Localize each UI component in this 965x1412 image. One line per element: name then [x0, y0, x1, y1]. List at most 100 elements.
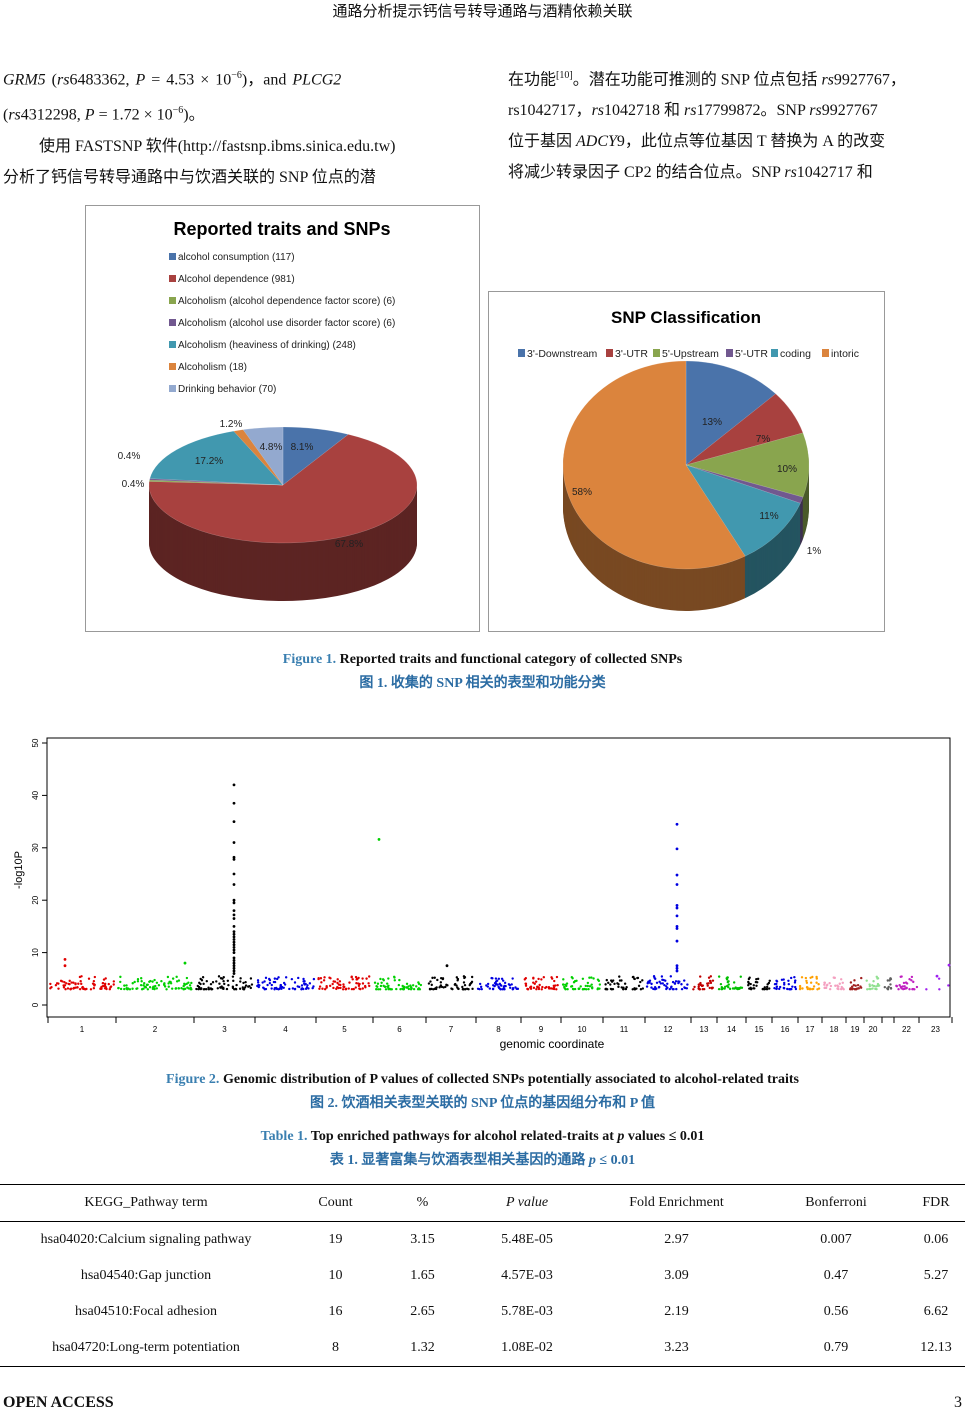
snp-point	[659, 982, 663, 985]
snp-point	[352, 987, 355, 991]
snp-point	[664, 979, 667, 982]
snp-point	[573, 980, 577, 983]
snp-point	[174, 987, 178, 990]
snp-peak-point	[947, 963, 951, 967]
snp-point	[432, 988, 435, 991]
snp-point	[856, 983, 860, 987]
snp-point	[537, 977, 540, 981]
snp-point	[778, 985, 782, 989]
snp-point	[828, 981, 831, 985]
snp-point	[590, 987, 594, 990]
table-cell: 3.15	[410, 1232, 435, 1247]
snp-peak-point	[232, 951, 236, 954]
snp-point	[249, 977, 253, 980]
snp-point	[508, 983, 512, 987]
snp-point	[456, 986, 459, 989]
snp-point	[485, 984, 488, 987]
snp-point	[925, 988, 928, 991]
snp-point	[780, 978, 784, 981]
snp-point	[577, 987, 581, 991]
column-header: %	[379, 1184, 466, 1222]
snp-point	[199, 977, 202, 981]
snp-point	[119, 980, 122, 984]
snp-point	[533, 982, 536, 985]
snp-point	[140, 988, 144, 991]
snp-point	[900, 987, 903, 990]
snp-point	[348, 981, 351, 984]
snp-peak-point	[675, 964, 679, 968]
snp-point	[195, 987, 198, 991]
snp-point	[607, 981, 610, 985]
snp-point	[532, 986, 536, 990]
snp-point	[207, 988, 211, 991]
snp-point	[887, 985, 890, 989]
snp-point	[726, 980, 730, 984]
legend-swatch	[518, 349, 525, 357]
snp-point	[871, 987, 874, 990]
snp-point	[306, 984, 309, 987]
figure2-caption-cn: 图 2. 饮酒相关表型关联的 SNP 位点的基因组分布和 P 值	[310, 1096, 655, 1111]
snp-point	[872, 980, 875, 983]
x-tick-label: 17	[806, 1025, 815, 1034]
snp-point	[915, 985, 919, 989]
snp-point	[650, 986, 653, 989]
pie-slice	[685, 432, 810, 498]
snp-point	[668, 987, 672, 991]
snp-point	[231, 975, 235, 978]
snp-point	[736, 987, 739, 990]
snp-point	[840, 978, 843, 981]
snp-peak-point	[232, 940, 236, 944]
snp-point	[262, 986, 265, 990]
legend-swatch	[606, 349, 613, 357]
snp-point	[697, 983, 701, 986]
snp-point	[243, 986, 247, 989]
snp-peak-point	[675, 847, 679, 851]
snp-point	[773, 986, 776, 990]
snp-point	[302, 987, 305, 991]
snp-point	[205, 979, 208, 983]
y-axis-label: -log10P	[13, 851, 25, 889]
table-row: hsa04540:Gap junction 10 1.65 4.57E-03 3.09 0…	[0, 1258, 965, 1294]
snp-point	[323, 976, 326, 979]
snp-point	[561, 983, 565, 986]
snp-point	[68, 979, 71, 983]
snp-point	[947, 984, 950, 987]
snp-point	[717, 975, 721, 978]
snp-point	[139, 983, 143, 987]
x-tick-label: 7	[449, 1025, 454, 1034]
table-cell: 19	[328, 1232, 343, 1247]
traits-pie-svg: Reported traits and SNPs alcohol consump…	[118, 219, 418, 602]
x-tick-label: 13	[700, 1025, 709, 1034]
snp-point	[598, 983, 602, 986]
snp-point	[104, 977, 107, 980]
snp-point	[429, 980, 432, 983]
snp-point	[296, 985, 299, 988]
snp-point	[547, 987, 551, 990]
snp-point	[355, 981, 358, 985]
snp-point	[439, 981, 443, 984]
pie-slice	[685, 360, 777, 466]
snp-point	[699, 981, 702, 985]
snp-point	[380, 981, 383, 984]
snp-point	[609, 983, 612, 986]
snp-point	[222, 976, 225, 979]
snp-point	[658, 980, 661, 983]
table-cell: 0.56	[823, 1304, 849, 1319]
data-label: 11%	[759, 511, 778, 522]
snp-point	[855, 988, 858, 991]
snp-point	[566, 988, 569, 991]
table-cell: 2.19	[664, 1304, 689, 1319]
snp-point	[275, 987, 279, 991]
snp-point	[706, 984, 709, 987]
snp-point	[235, 983, 238, 987]
snp-point	[79, 979, 82, 983]
snp-point	[499, 987, 502, 991]
snp-point	[108, 988, 111, 991]
snp-point	[131, 987, 134, 990]
snp-point	[708, 986, 711, 990]
snp-point	[613, 982, 616, 986]
x-tick-label: 2	[153, 1025, 158, 1034]
snp-point	[562, 978, 565, 981]
snp-point	[189, 987, 192, 991]
snp-peak-point	[445, 964, 449, 968]
